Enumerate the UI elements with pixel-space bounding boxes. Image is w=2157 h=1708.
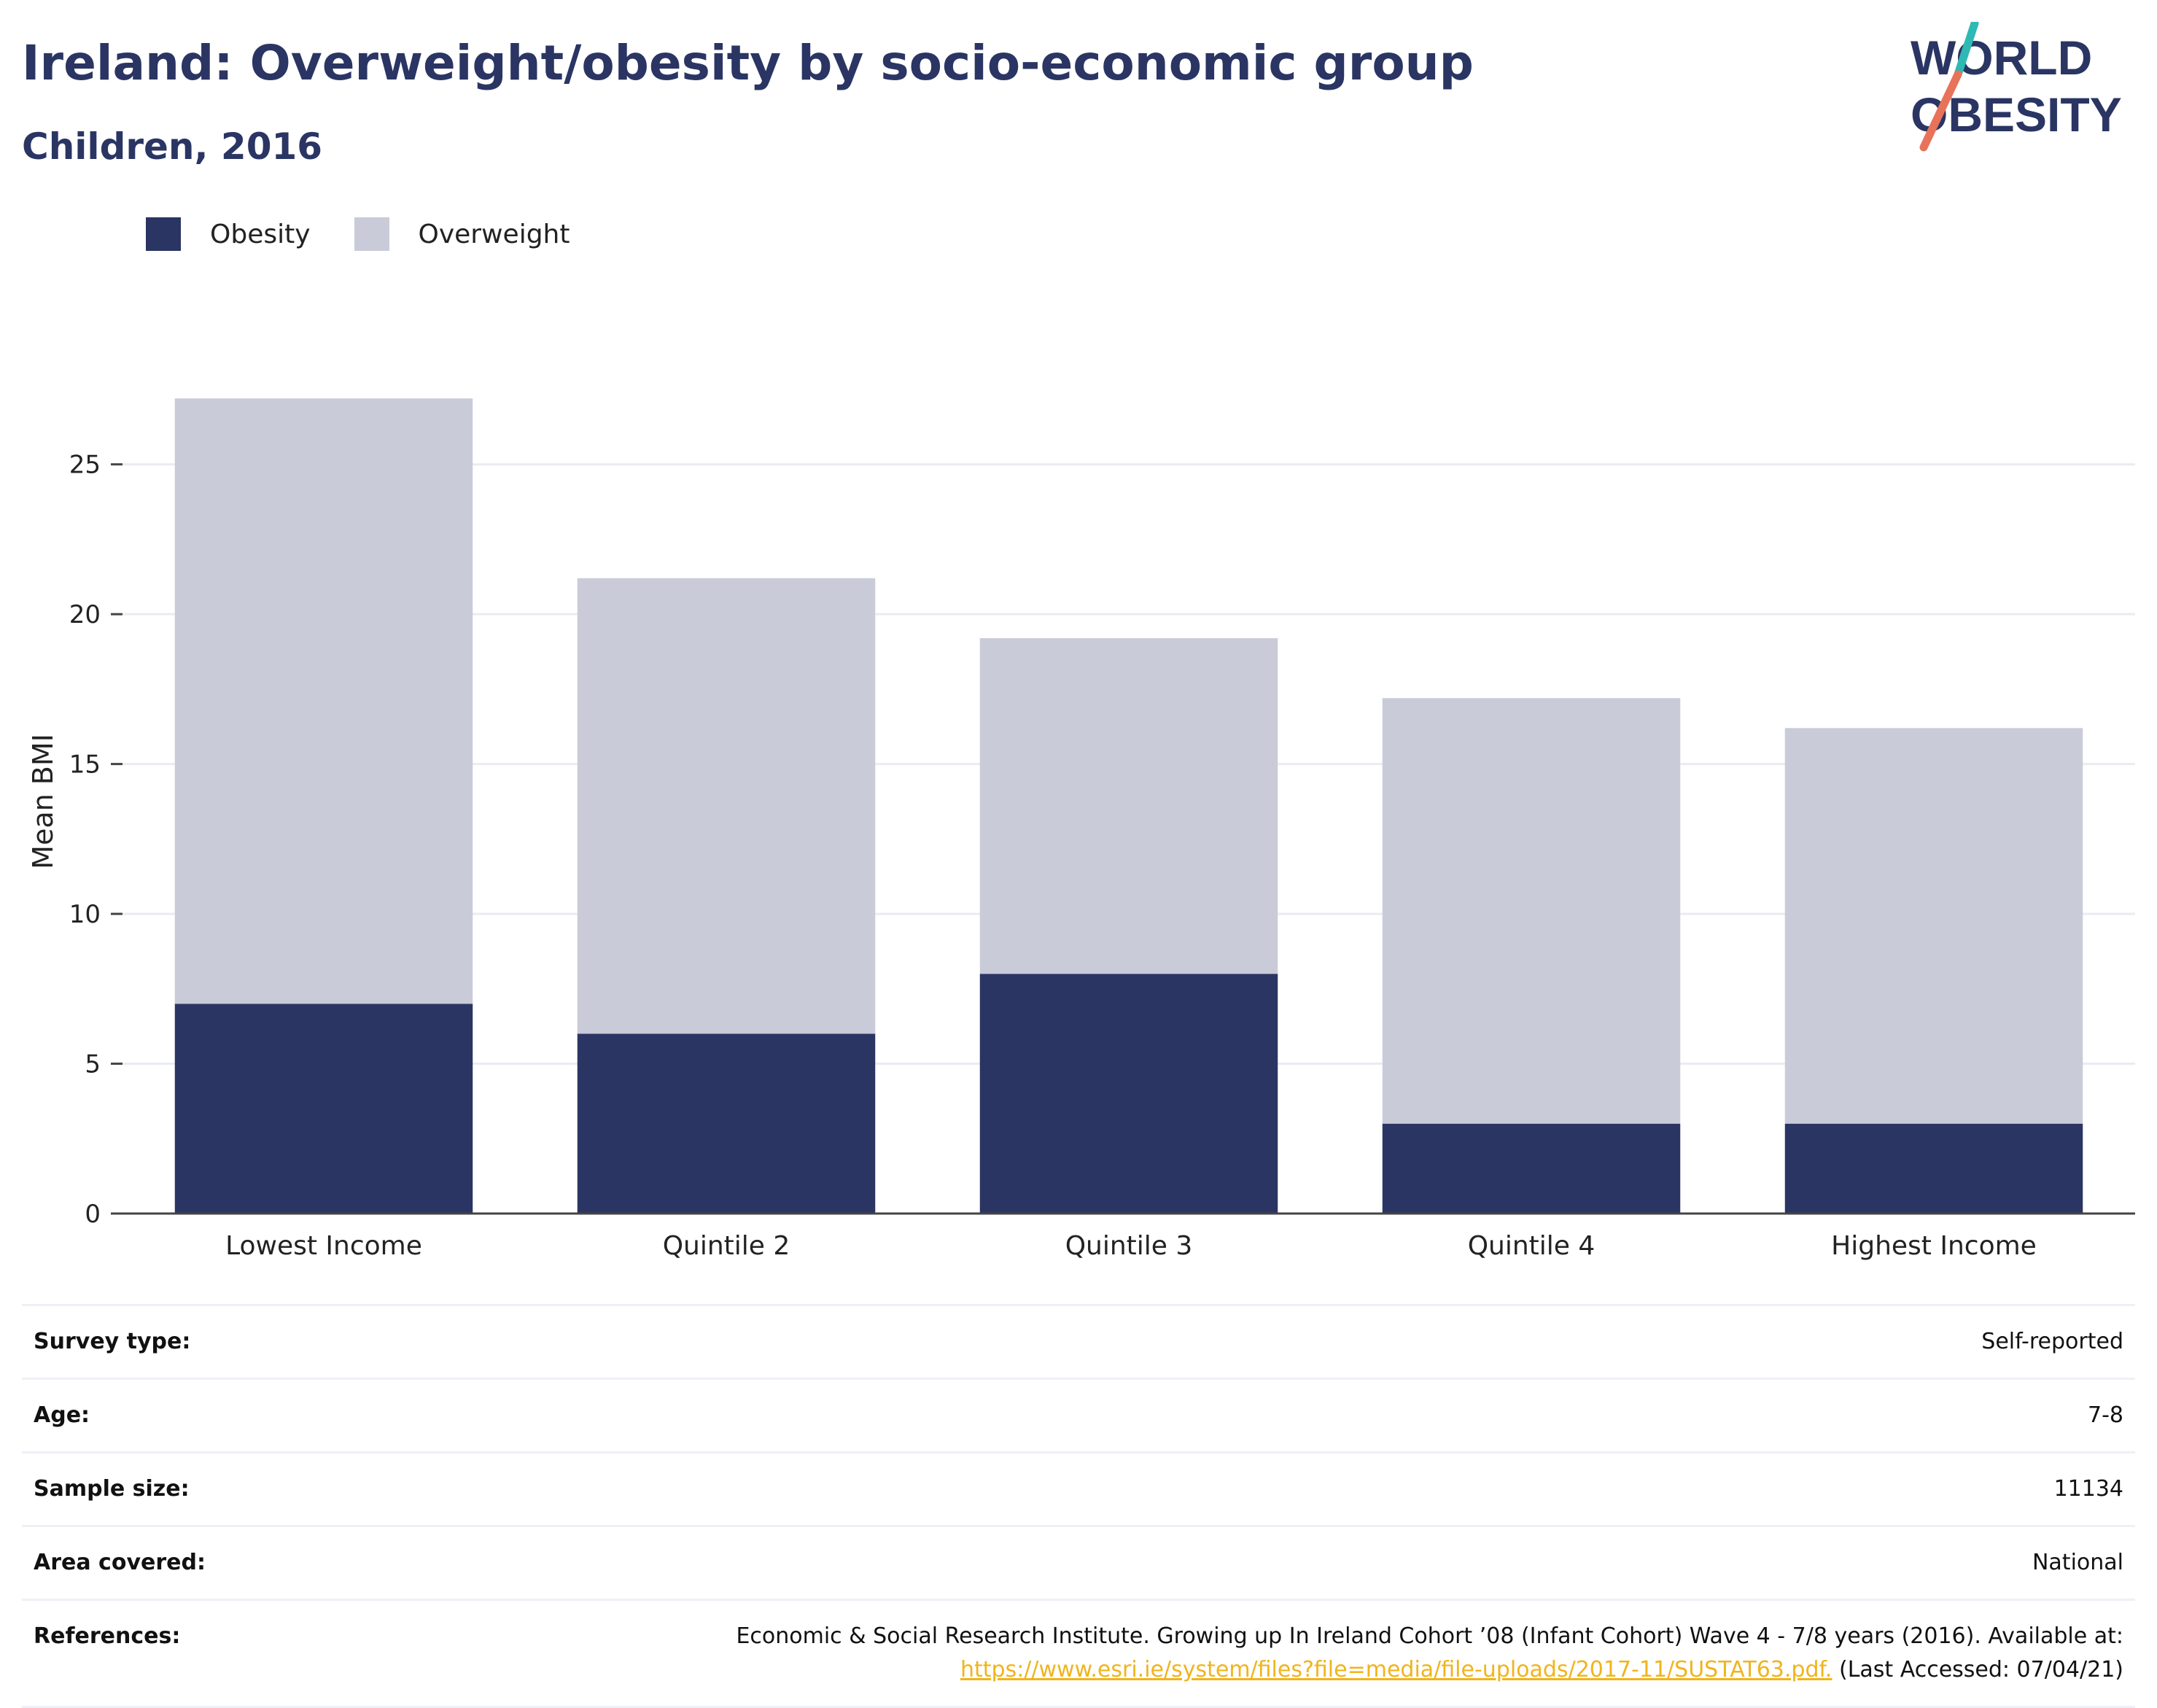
chart-legend: Obesity Overweight xyxy=(146,217,613,251)
page-subtitle: Children, 2016 xyxy=(22,125,323,168)
x-tick-label: Quintile 3 xyxy=(1065,1231,1193,1261)
bar-chart: 0 5 10 15 20 25 Lowest Income Quintile 2 Quinti… xyxy=(27,398,2135,1261)
survey-type-label: Survey type: xyxy=(34,1329,191,1354)
bar-obesity-4[interactable] xyxy=(1382,1123,1681,1214)
info-row-age: Age: 7-8 xyxy=(22,1378,2135,1453)
legend-swatch-obesity xyxy=(146,217,181,251)
references-link[interactable]: https://www.esri.ie/system/files?file=me… xyxy=(960,1657,1833,1682)
chart-bars xyxy=(174,398,2083,1214)
y-tick-label: 15 xyxy=(69,750,101,780)
age-value: 7-8 xyxy=(2088,1402,2123,1428)
references-text: Economic & Social Research Institute. Gr… xyxy=(736,1623,2123,1649)
logo-slash-coral xyxy=(1919,70,1962,152)
x-tick-label: Lowest Income xyxy=(225,1231,422,1261)
x-tick-label: Highest Income xyxy=(1831,1231,2037,1261)
world-obesity-logo: WORLD OBESITY xyxy=(1911,22,2122,152)
references-accessed: (Last Accessed: 07/04/21) xyxy=(1838,1657,2123,1682)
bar-overweight-5[interactable] xyxy=(1784,728,2083,1124)
x-tick-label: Quintile 4 xyxy=(1468,1231,1596,1261)
y-tick-label: 25 xyxy=(69,451,101,480)
bar-obesity-5[interactable] xyxy=(1784,1123,2083,1214)
bar-overweight-4[interactable] xyxy=(1382,698,1681,1124)
info-row-area: Area covered: National xyxy=(22,1526,2135,1600)
legend-label-obesity: Obesity xyxy=(210,219,311,249)
legend-item-overweight[interactable]: Overweight xyxy=(354,217,570,251)
survey-info-table: Survey type: Self-reported Age: 7-8 Samp… xyxy=(22,1304,2135,1708)
bar-obesity-3[interactable] xyxy=(979,974,1278,1214)
bar-overweight-2[interactable] xyxy=(577,578,876,1034)
area-covered-value: National xyxy=(2032,1550,2123,1575)
age-label: Age: xyxy=(34,1402,90,1428)
y-tick-label: 5 xyxy=(85,1050,101,1079)
sample-size-value: 11134 xyxy=(2053,1476,2123,1502)
bar-overweight-1[interactable] xyxy=(174,398,473,1004)
references-label: References: xyxy=(34,1623,181,1649)
legend-item-obesity[interactable]: Obesity xyxy=(146,217,311,251)
info-row-references: References: Economic & Social Research I… xyxy=(22,1599,2135,1707)
bar-obesity-2[interactable] xyxy=(577,1033,876,1214)
x-axis-ticks: Lowest Income Quintile 2 Quintile 3 Quintil… xyxy=(225,1231,2037,1261)
logo-slash-teal xyxy=(1954,22,1979,79)
references-value: Economic & Social Research Institute. Gr… xyxy=(337,1600,2135,1707)
x-tick-label: Quintile 2 xyxy=(663,1231,790,1261)
y-tick-label: 10 xyxy=(69,900,101,929)
legend-label-overweight: Overweight xyxy=(418,219,570,249)
legend-swatch-overweight xyxy=(354,217,389,251)
y-axis-ticks: 0 5 10 15 20 25 xyxy=(69,451,123,1229)
bar-obesity-1[interactable] xyxy=(174,1004,473,1214)
sample-size-label: Sample size: xyxy=(34,1476,190,1502)
y-axis-title: Mean BMI xyxy=(27,734,59,869)
logo-text-line1: WORLD xyxy=(1911,31,2092,85)
y-tick-label: 20 xyxy=(69,600,101,629)
area-covered-label: Area covered: xyxy=(34,1550,206,1575)
y-tick-label: 0 xyxy=(85,1200,101,1229)
survey-type-value: Self-reported xyxy=(1981,1329,2123,1354)
info-row-sample-size: Sample size: 11134 xyxy=(22,1452,2135,1526)
info-row-survey-type: Survey type: Self-reported xyxy=(22,1305,2135,1379)
page-title: Ireland: Overweight/obesity by socio-eco… xyxy=(22,35,1474,91)
bar-overweight-3[interactable] xyxy=(979,638,1278,974)
